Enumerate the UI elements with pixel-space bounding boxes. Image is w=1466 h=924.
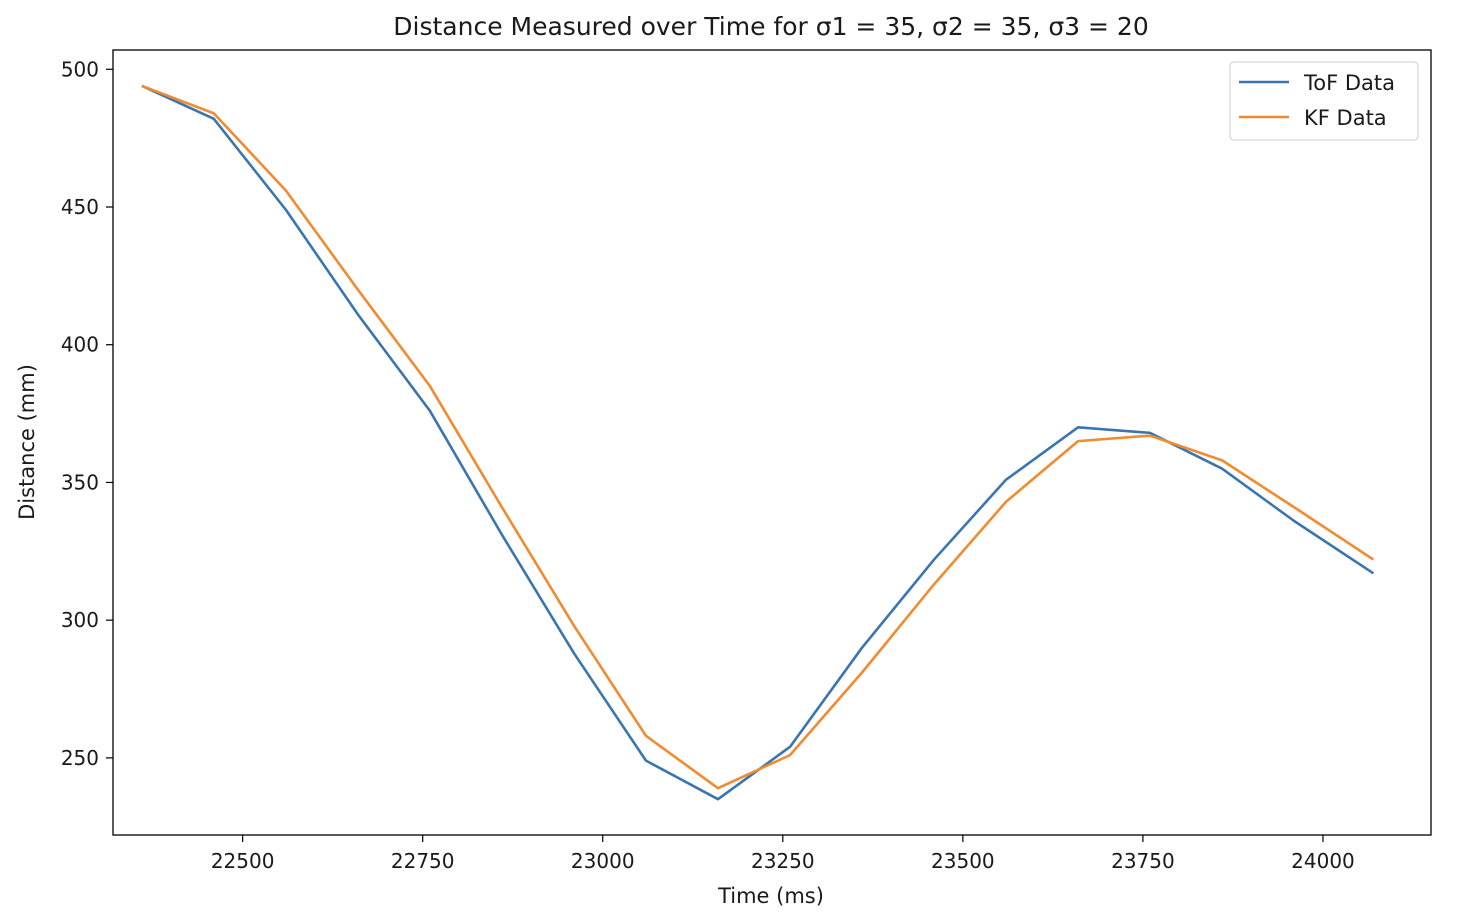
series-layer — [141, 84, 1375, 801]
legend-label-tof: ToF Data — [1303, 71, 1395, 95]
y-axis-label: Distance (mm) — [15, 364, 39, 520]
chart-title: Distance Measured over Time for σ1 = 35,… — [393, 12, 1148, 41]
x-tick-label: 23000 — [571, 849, 635, 873]
y-axis: 250 300 350 400 450 500 — [61, 57, 113, 770]
x-tick-label: 22500 — [211, 849, 275, 873]
y-tick-label: 500 — [61, 57, 99, 81]
legend-label-kf: KF Data — [1304, 106, 1387, 130]
y-tick-label: 450 — [61, 195, 99, 219]
x-axis: 22500 22750 23000 23250 23500 23750 24000 — [211, 835, 1355, 873]
x-tick-label: 23500 — [931, 849, 995, 873]
legend: ToF Data KF Data — [1229, 61, 1419, 141]
x-tick-label: 23250 — [751, 849, 815, 873]
plot-frame — [112, 49, 1432, 836]
x-tick-label: 24000 — [1291, 849, 1355, 873]
y-tick-label: 400 — [61, 333, 99, 357]
y-tick-label: 250 — [61, 746, 99, 770]
x-tick-label: 22750 — [391, 849, 455, 873]
x-tick-label: 23750 — [1111, 849, 1175, 873]
y-tick-label: 350 — [61, 470, 99, 494]
series-line-kf — [141, 84, 1375, 790]
series-line-tof — [141, 84, 1375, 801]
y-tick-label: 300 — [61, 608, 99, 632]
x-axis-label: Time (ms) — [717, 884, 824, 908]
